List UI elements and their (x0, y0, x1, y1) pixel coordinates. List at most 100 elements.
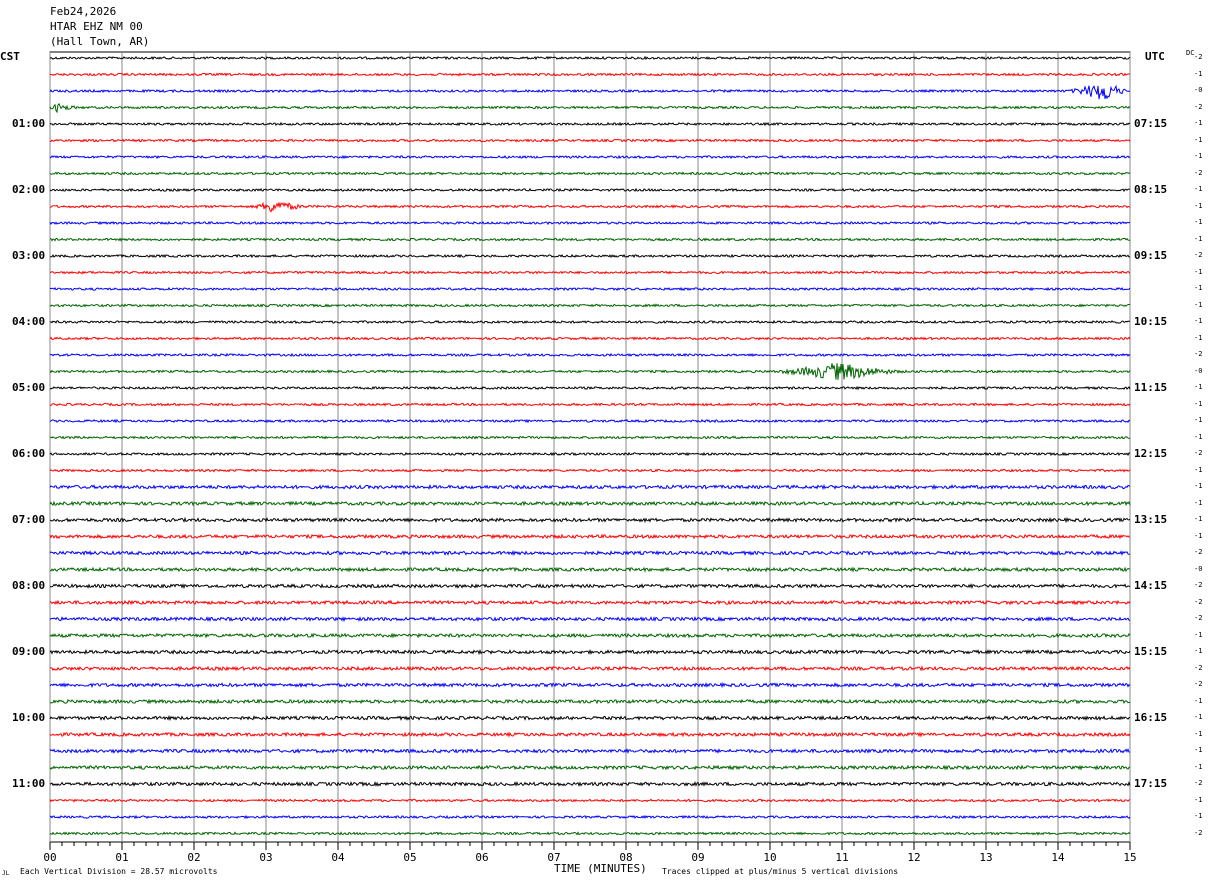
seismic-trace (49, 731, 1131, 738)
dc-offset-label: -2 (1194, 597, 1203, 606)
dc-offset-label: -1 (1194, 152, 1203, 160)
utc-hour-label: 14:15 (1134, 579, 1168, 592)
cst-hour-label: 06:00 (12, 447, 46, 460)
dc-offset-label: -2 (1194, 53, 1203, 61)
dc-offset-label: -1 (1194, 630, 1203, 639)
dc-offset-label: -1 (1194, 416, 1203, 424)
dc-offset-label: -1 (1194, 482, 1203, 490)
utc-hour-label: 10:15 (1134, 315, 1168, 328)
x-tick-label: 15 (1123, 851, 1136, 864)
seismic-trace (49, 500, 1131, 507)
dc-offset-label: -1 (1194, 713, 1203, 721)
clip-note: Traces clipped at plus/minus 5 vertical … (662, 867, 899, 876)
seismic-trace (49, 303, 1131, 308)
seismic-trace (49, 748, 1131, 755)
x-tick-label: 09 (691, 851, 704, 864)
seismic-trace (49, 102, 1131, 114)
dc-offset-label: -1 (1194, 267, 1203, 276)
dc-offset-label: -1 (1194, 696, 1203, 705)
seismic-trace (49, 138, 1131, 143)
dc-label: DC (1186, 49, 1195, 57)
seismic-trace (49, 549, 1130, 557)
seismic-trace (49, 831, 1131, 836)
seismic-trace (49, 201, 1131, 213)
utc-hour-label: 13:15 (1134, 513, 1168, 526)
scale-note: Each Vertical Division = 28.57 microvolt… (20, 867, 218, 876)
plot-frame (49, 51, 1131, 843)
utc-hour-label: 09:15 (1134, 249, 1168, 262)
seismic-trace (49, 615, 1131, 623)
seismic-trace (49, 418, 1131, 424)
x-tick-label: 07 (547, 851, 560, 864)
utc-label: UTC (1145, 50, 1165, 63)
dc-offset-label: -1 (1194, 185, 1203, 193)
dc-offset-label: -2 (1194, 102, 1203, 111)
dc-offset-label: -1 (1194, 399, 1203, 408)
dc-offset-label: -1 (1194, 300, 1203, 309)
dc-offset-label: -1 (1194, 317, 1203, 325)
dc-offset-label: -2 (1194, 828, 1203, 837)
dc-offset-label: -2 (1194, 680, 1203, 688)
seismic-trace (49, 286, 1131, 292)
cst-hour-label: 07:00 (12, 513, 46, 526)
seismic-trace (49, 533, 1131, 540)
cst-hour-label: 08:00 (12, 579, 46, 592)
x-tick-label: 01 (115, 851, 128, 864)
seismic-trace (49, 632, 1131, 639)
dc-offset-label: -1 (1194, 498, 1203, 507)
x-tick-label: 03 (259, 851, 272, 864)
utc-hour-label: 15:15 (1134, 645, 1168, 658)
dc-offset-label: -1 (1194, 201, 1203, 210)
dc-offset-label: -1 (1194, 647, 1203, 655)
dc-offset-label: -2 (1194, 168, 1203, 177)
seismic-trace (49, 566, 1131, 573)
dc-offset-label: -1 (1194, 69, 1203, 78)
seismic-trace (49, 363, 1131, 380)
dc-offset-label: -1 (1194, 465, 1203, 474)
seismic-trace (49, 84, 1130, 100)
dc-offset-label: -2 (1194, 251, 1203, 259)
seismic-trace (49, 648, 1131, 656)
seismic-trace (49, 583, 1131, 590)
station-id: HTAR EHZ NM 00 (50, 20, 143, 33)
seismic-trace (49, 516, 1131, 524)
cst-hour-label: 10:00 (12, 711, 46, 724)
seismic-trace (49, 764, 1131, 771)
x-axis-title: TIME (MINUTES) (554, 862, 647, 875)
dc-offset-label: -0 (1194, 366, 1203, 375)
seismic-trace (49, 237, 1131, 242)
seismic-trace (49, 171, 1131, 176)
x-tick-label: 11 (835, 851, 848, 864)
seismic-trace (49, 599, 1131, 606)
dc-offset-label: -1 (1194, 432, 1203, 441)
seismic-trace (49, 402, 1131, 407)
seismic-trace (49, 814, 1131, 820)
x-tick-label: 05 (403, 851, 416, 864)
dc-offset-label: -2 (1194, 449, 1203, 457)
chart-date: Feb24,2026 (50, 5, 117, 18)
seismic-trace (49, 681, 1131, 689)
cst-hour-label: 05:00 (12, 381, 46, 394)
logo: JL (2, 870, 10, 877)
utc-hour-label: 08:15 (1134, 183, 1168, 196)
dc-offset-label: -1 (1194, 333, 1203, 342)
x-tick-label: 00 (43, 851, 56, 864)
station-location: (Hall Town, AR) (50, 35, 150, 48)
dc-offset-label: -1 (1194, 383, 1203, 391)
x-tick-label: 12 (907, 851, 920, 864)
seismic-trace (49, 714, 1131, 722)
cst-hour-label: 01:00 (12, 117, 46, 130)
utc-hour-label: 07:15 (1134, 117, 1168, 130)
dc-offset-label: -1 (1194, 795, 1203, 804)
seismic-trace (49, 72, 1131, 77)
cst-hour-label: 04:00 (12, 315, 46, 328)
utc-hour-label: 17:15 (1134, 777, 1168, 790)
dc-offset-label: -0 (1194, 86, 1203, 94)
seismic-trace (49, 798, 1131, 803)
seismic-trace (49, 468, 1131, 473)
seismic-trace (49, 698, 1131, 705)
seismic-trace (49, 385, 1131, 391)
dc-offset-label: -1 (1194, 135, 1203, 144)
dc-offset-label: -2 (1194, 350, 1203, 358)
seismic-trace (49, 121, 1131, 127)
